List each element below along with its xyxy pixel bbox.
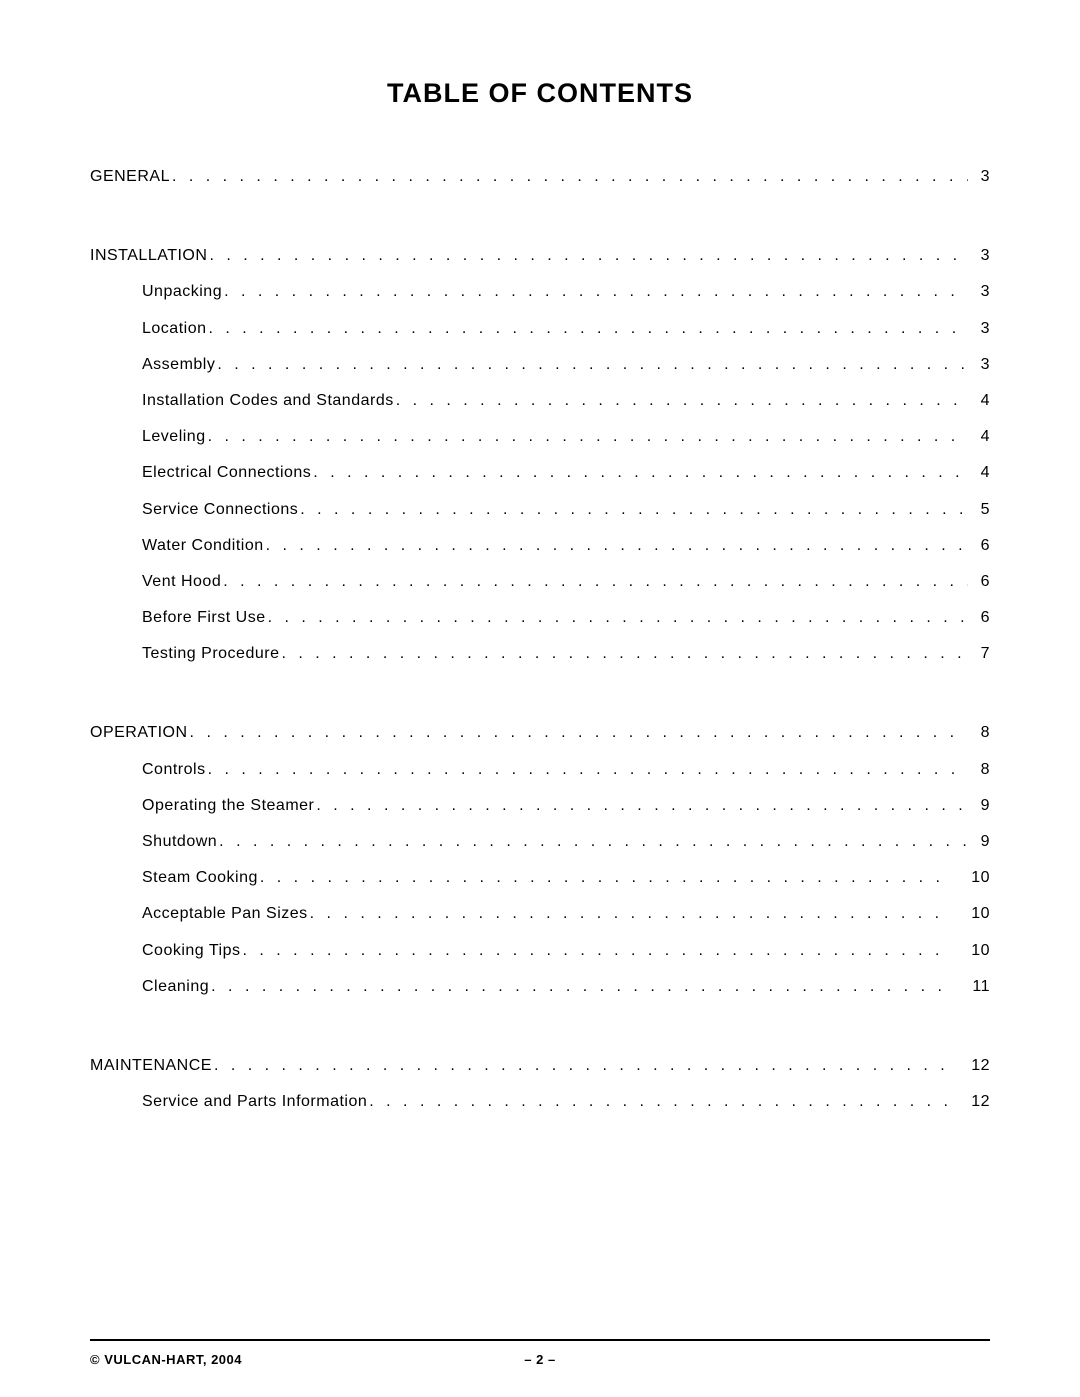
toc-leader-dots: . . . . . . . . . . . . . . . . . . . . … xyxy=(314,796,968,815)
toc-entry-page: 5 xyxy=(968,500,990,519)
toc-entry: Installation Codes and Standards. . . . … xyxy=(90,391,990,410)
toc-leader-dots: . . . . . . . . . . . . . . . . . . . . … xyxy=(308,904,950,923)
toc-entry: Service and Parts Information. . . . . .… xyxy=(90,1092,990,1111)
toc-entry-label: Acceptable Pan Sizes xyxy=(142,904,308,923)
toc-entry: Electrical Connections. . . . . . . . . … xyxy=(90,463,990,482)
toc-leader-dots: . . . . . . . . . . . . . . . . . . . . … xyxy=(170,167,968,186)
toc-entry-label: Location xyxy=(142,319,207,338)
toc-entry-page: 3 xyxy=(968,246,990,265)
toc-entry-page: 12 xyxy=(950,1092,990,1111)
toc-entry: Service Connections. . . . . . . . . . .… xyxy=(90,500,990,519)
toc-leader-dots: . . . . . . . . . . . . . . . . . . . . … xyxy=(266,608,968,627)
toc-entry: Leveling. . . . . . . . . . . . . . . . … xyxy=(90,427,990,446)
page: TABLE OF CONTENTS GENERAL. . . . . . . .… xyxy=(0,0,1080,1397)
toc-leader-dots: . . . . . . . . . . . . . . . . . . . . … xyxy=(264,536,968,555)
toc-entry-page: 9 xyxy=(968,796,990,815)
toc-entry-label: OPERATION xyxy=(90,723,188,742)
toc-entry: Unpacking. . . . . . . . . . . . . . . .… xyxy=(90,282,990,301)
toc-entry-label: Assembly xyxy=(142,355,215,374)
toc-entry-page: 10 xyxy=(950,904,990,923)
toc-entry: Location. . . . . . . . . . . . . . . . … xyxy=(90,319,990,338)
toc-entry-page: 4 xyxy=(968,391,990,410)
toc-entry-page: 6 xyxy=(968,608,990,627)
toc-entry-label: MAINTENANCE xyxy=(90,1056,212,1075)
toc-entry-page: 6 xyxy=(968,572,990,591)
toc-entry-label: Electrical Connections xyxy=(142,463,311,482)
toc-leader-dots: . . . . . . . . . . . . . . . . . . . . … xyxy=(207,246,968,265)
toc-leader-dots: . . . . . . . . . . . . . . . . . . . . … xyxy=(241,941,951,960)
toc-entry-page: 3 xyxy=(968,355,990,374)
toc-entry-label: Water Condition xyxy=(142,536,264,555)
toc-leader-dots: . . . . . . . . . . . . . . . . . . . . … xyxy=(206,427,968,446)
toc-leader-dots: . . . . . . . . . . . . . . . . . . . . … xyxy=(221,572,968,591)
toc-entry: Cooking Tips. . . . . . . . . . . . . . … xyxy=(90,941,990,960)
toc-entry-label: Steam Cooking xyxy=(142,868,258,887)
toc-entry: Shutdown. . . . . . . . . . . . . . . . … xyxy=(90,832,990,851)
toc-entry: Operating the Steamer. . . . . . . . . .… xyxy=(90,796,990,815)
toc-entry-page: 7 xyxy=(968,644,990,663)
toc-leader-dots: . . . . . . . . . . . . . . . . . . . . … xyxy=(222,282,968,301)
toc-leader-dots: . . . . . . . . . . . . . . . . . . . . … xyxy=(311,463,968,482)
toc-entry-label: Service and Parts Information xyxy=(142,1092,367,1111)
toc-entry-label: Service Connections xyxy=(142,500,298,519)
toc-entry-label: INSTALLATION xyxy=(90,246,207,265)
toc-entry-page: 12 xyxy=(950,1056,990,1075)
toc-leader-dots: . . . . . . . . . . . . . . . . . . . . … xyxy=(394,391,968,410)
toc-entry: INSTALLATION. . . . . . . . . . . . . . … xyxy=(90,246,990,265)
toc-entry: Assembly. . . . . . . . . . . . . . . . … xyxy=(90,355,990,374)
toc-entry: Controls. . . . . . . . . . . . . . . . … xyxy=(90,760,990,779)
toc-entry: Steam Cooking. . . . . . . . . . . . . .… xyxy=(90,868,990,887)
toc-entry-label: Operating the Steamer xyxy=(142,796,314,815)
toc-entry-page: 10 xyxy=(950,868,990,887)
toc-leader-dots: . . . . . . . . . . . . . . . . . . . . … xyxy=(367,1092,950,1111)
toc-leader-dots: . . . . . . . . . . . . . . . . . . . . … xyxy=(188,723,968,742)
toc-entry-page: 8 xyxy=(968,760,990,779)
toc-entry-page: 3 xyxy=(968,167,990,186)
toc-entry-label: Testing Procedure xyxy=(142,644,279,663)
toc-entry-page: 4 xyxy=(968,427,990,446)
toc-entry-page: 9 xyxy=(968,832,990,851)
footer-page-number: – 2 – xyxy=(90,1352,990,1367)
toc-entry-label: Controls xyxy=(142,760,206,779)
toc-entry-page: 11 xyxy=(950,977,990,996)
toc-entry-label: GENERAL xyxy=(90,167,170,186)
toc-entry-page: 10 xyxy=(950,941,990,960)
table-of-contents: GENERAL. . . . . . . . . . . . . . . . .… xyxy=(90,167,990,1111)
toc-entry-label: Cleaning xyxy=(142,977,209,996)
page-title: TABLE OF CONTENTS xyxy=(90,78,990,109)
toc-leader-dots: . . . . . . . . . . . . . . . . . . . . … xyxy=(212,1056,950,1075)
toc-entry: Testing Procedure. . . . . . . . . . . .… xyxy=(90,644,990,663)
toc-entry-label: Shutdown xyxy=(142,832,217,851)
footer: © VULCAN-HART, 2004 – 2 – xyxy=(90,1352,990,1367)
toc-entry-label: Cooking Tips xyxy=(142,941,241,960)
toc-entry: MAINTENANCE. . . . . . . . . . . . . . .… xyxy=(90,1056,990,1075)
toc-entry-label: Before First Use xyxy=(142,608,266,627)
toc-entry-label: Leveling xyxy=(142,427,206,446)
toc-entry-label: Unpacking xyxy=(142,282,222,301)
toc-entry-label: Installation Codes and Standards xyxy=(142,391,394,410)
toc-entry: Cleaning. . . . . . . . . . . . . . . . … xyxy=(90,977,990,996)
toc-leader-dots: . . . . . . . . . . . . . . . . . . . . … xyxy=(215,355,968,374)
toc-entry: GENERAL. . . . . . . . . . . . . . . . .… xyxy=(90,167,990,186)
toc-entry: Water Condition. . . . . . . . . . . . .… xyxy=(90,536,990,555)
toc-entry-page: 6 xyxy=(968,536,990,555)
toc-entry: Before First Use. . . . . . . . . . . . … xyxy=(90,608,990,627)
footer-rule xyxy=(90,1339,990,1341)
toc-leader-dots: . . . . . . . . . . . . . . . . . . . . … xyxy=(206,760,968,779)
toc-entry: Acceptable Pan Sizes. . . . . . . . . . … xyxy=(90,904,990,923)
toc-entry-label: Vent Hood xyxy=(142,572,221,591)
toc-leader-dots: . . . . . . . . . . . . . . . . . . . . … xyxy=(209,977,950,996)
toc-leader-dots: . . . . . . . . . . . . . . . . . . . . … xyxy=(217,832,968,851)
toc-leader-dots: . . . . . . . . . . . . . . . . . . . . … xyxy=(258,868,950,887)
toc-leader-dots: . . . . . . . . . . . . . . . . . . . . … xyxy=(207,319,969,338)
toc-entry-page: 4 xyxy=(968,463,990,482)
toc-leader-dots: . . . . . . . . . . . . . . . . . . . . … xyxy=(279,644,968,663)
toc-leader-dots: . . . . . . . . . . . . . . . . . . . . … xyxy=(298,500,968,519)
toc-entry-page: 8 xyxy=(968,723,990,742)
toc-entry-page: 3 xyxy=(968,282,990,301)
toc-entry: OPERATION. . . . . . . . . . . . . . . .… xyxy=(90,723,990,742)
toc-entry-page: 3 xyxy=(968,319,990,338)
toc-entry: Vent Hood. . . . . . . . . . . . . . . .… xyxy=(90,572,990,591)
